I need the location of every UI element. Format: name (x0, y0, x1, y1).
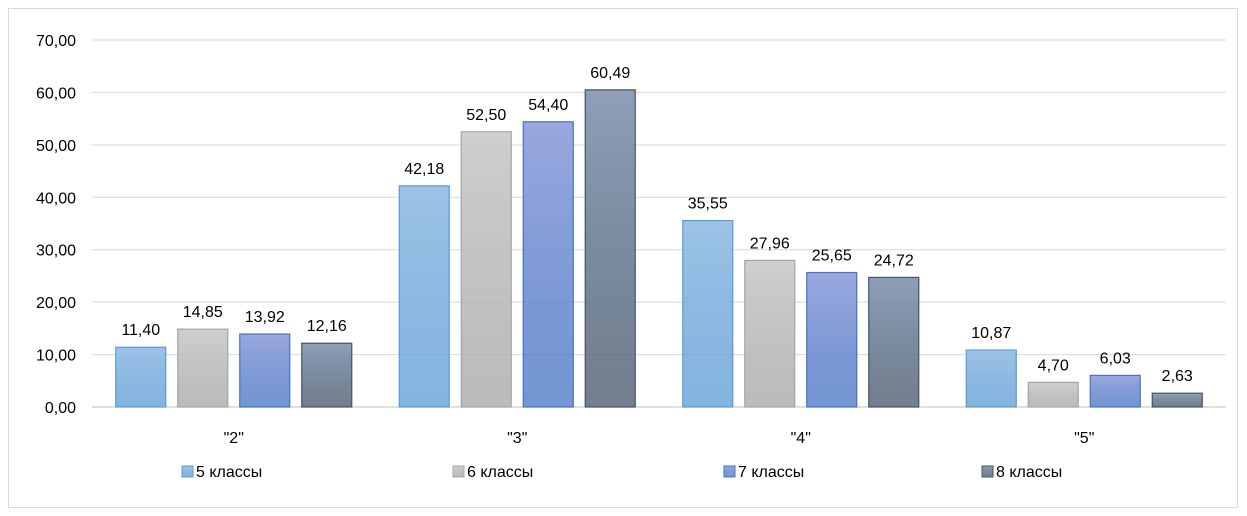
legend-label: 7 классы (738, 464, 804, 481)
bar (682, 220, 734, 408)
bar (744, 259, 796, 408)
data-label: 52,50 (466, 107, 506, 124)
data-label: 12,16 (307, 318, 347, 335)
bar (177, 328, 229, 408)
x-category-label: "2" (224, 430, 244, 447)
data-label: 6,03 (1100, 350, 1131, 367)
y-tick-label: 50,00 (36, 138, 76, 155)
legend-swatch (181, 465, 194, 478)
y-tick-label: 40,00 (36, 190, 76, 207)
data-label: 24,72 (874, 252, 914, 269)
legend-label: 6 классы (467, 464, 533, 481)
y-tick-label: 0,00 (45, 400, 76, 417)
x-category-label: "5" (1074, 430, 1094, 447)
data-label: 60,49 (590, 65, 630, 82)
y-tick-label: 60,00 (36, 85, 76, 102)
legend-swatch (452, 465, 465, 478)
bar (1151, 392, 1203, 408)
bar (868, 276, 920, 408)
data-label: 4,70 (1038, 357, 1069, 374)
bar (965, 349, 1017, 408)
data-label: 10,87 (971, 325, 1011, 342)
bar (398, 185, 450, 408)
data-label: 13,92 (245, 309, 285, 326)
bar (806, 271, 858, 408)
y-tick-label: 20,00 (36, 295, 76, 312)
bar (584, 89, 636, 408)
data-label: 11,40 (121, 322, 160, 339)
x-category-label: "4" (791, 430, 811, 447)
legend-swatch (723, 465, 736, 478)
bar (522, 121, 574, 408)
y-tick-label: 30,00 (36, 243, 76, 260)
data-label: 42,18 (404, 161, 444, 178)
legend-label: 5 классы (196, 464, 262, 481)
data-label: 35,55 (688, 196, 728, 213)
legend-label: 8 классы (996, 464, 1062, 481)
bar (239, 333, 291, 408)
data-label: 54,40 (528, 97, 568, 114)
bar (301, 342, 353, 408)
data-label: 27,96 (750, 235, 790, 252)
data-label: 14,85 (183, 304, 223, 321)
y-tick-label: 70,00 (36, 33, 76, 50)
legend-swatch (981, 465, 994, 478)
x-category-label: "3" (507, 430, 527, 447)
bar (1027, 381, 1079, 408)
bar (115, 346, 167, 408)
data-label: 2,63 (1162, 368, 1193, 385)
bar (460, 131, 512, 408)
data-label: 25,65 (812, 248, 852, 265)
bar (1089, 374, 1141, 408)
y-tick-label: 10,00 (36, 348, 76, 365)
